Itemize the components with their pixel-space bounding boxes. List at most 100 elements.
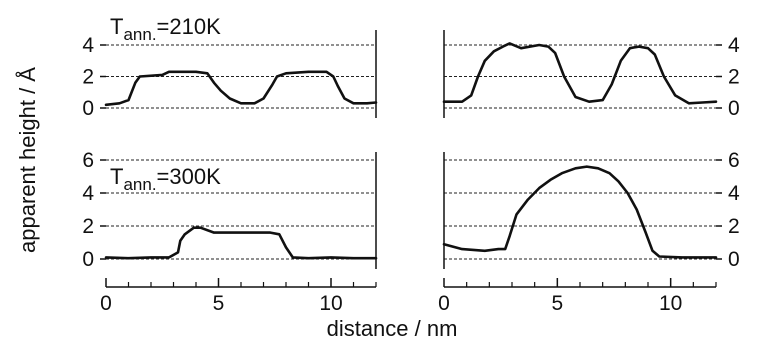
data-point-20 — [647, 47, 649, 49]
data-point-11 — [574, 167, 577, 170]
data-point-1 — [461, 248, 463, 250]
data-point-21 — [654, 53, 656, 56]
data-point-13 — [574, 96, 577, 98]
x-tick-label-0: 0 — [438, 292, 450, 315]
panel-label-sub: ann. — [123, 175, 156, 194]
y-tick-label-0: 0 — [728, 248, 740, 271]
data-point-18 — [644, 231, 647, 234]
data-point-19 — [375, 257, 377, 260]
data-point-17 — [620, 60, 622, 62]
y-tick-label-2: 2 — [82, 66, 94, 89]
data-point-2 — [150, 256, 152, 259]
data-point-6 — [184, 233, 186, 236]
data-point-18 — [352, 257, 355, 260]
y-tick-label-4: 4 — [82, 182, 94, 205]
data-point-2 — [127, 99, 130, 101]
data-point-8 — [199, 226, 202, 229]
data-point-14 — [608, 172, 611, 174]
data-point-13 — [278, 233, 281, 236]
data-point-3 — [477, 75, 479, 78]
data-point-4 — [504, 248, 507, 250]
data-point-14 — [262, 97, 265, 100]
data-point-24 — [366, 102, 368, 105]
data-point-6 — [515, 213, 518, 216]
y-tick-label-6: 6 — [82, 149, 94, 172]
data-point-25 — [701, 101, 704, 104]
data-point-12 — [586, 165, 588, 168]
y-tick-label-4: 4 — [728, 34, 740, 57]
data-point-17 — [285, 72, 287, 75]
data-point-25 — [375, 101, 377, 104]
data-point-9 — [549, 179, 552, 181]
data-point-12 — [240, 102, 242, 105]
data-point-5 — [161, 74, 164, 76]
y-tick-label-2: 2 — [728, 215, 740, 238]
panel-label-rest: =210K — [157, 14, 222, 39]
y-tick-label-0: 0 — [728, 97, 740, 120]
y-tick-label-0: 0 — [82, 248, 94, 271]
data-point-8 — [538, 187, 540, 189]
data-point-14 — [285, 246, 287, 249]
data-point-0 — [443, 243, 445, 245]
data-point-6 — [168, 71, 170, 73]
data-point-12 — [269, 231, 272, 234]
data-point-3 — [168, 256, 170, 259]
data-point-26 — [715, 100, 717, 103]
panel-label: Tann.=300K — [110, 164, 221, 194]
data-point-9 — [538, 44, 540, 46]
y-tick-label-0: 0 — [82, 97, 94, 120]
data-point-2 — [484, 250, 486, 252]
y-tick-label-2: 2 — [82, 215, 94, 238]
data-point-13 — [253, 102, 256, 105]
data-point-15 — [271, 83, 274, 86]
data-point-4 — [177, 251, 179, 254]
data-point-17 — [635, 208, 638, 211]
data-point-2 — [470, 94, 473, 97]
data-point-19 — [325, 71, 328, 73]
data-point-3 — [134, 82, 137, 84]
data-point-5 — [508, 235, 511, 237]
data-point-5 — [493, 50, 495, 53]
panel-label-main: T — [110, 164, 123, 189]
data-point-7 — [193, 226, 195, 229]
data-point-16 — [610, 83, 613, 86]
data-point-23 — [674, 94, 676, 97]
data-point-8 — [206, 72, 209, 75]
data-point-6 — [502, 45, 504, 48]
panel-label-rest: =300K — [157, 164, 222, 189]
data-point-14 — [588, 100, 590, 103]
panel-label: Tann.=210K — [110, 14, 221, 44]
data-point-10 — [547, 45, 550, 48]
data-point-4 — [484, 60, 486, 62]
data-point-1 — [118, 102, 121, 105]
data-point-1 — [461, 100, 463, 103]
data-point-18 — [307, 71, 310, 73]
panel-label-sub: ann. — [123, 25, 156, 44]
data-point-4 — [139, 75, 141, 78]
data-point-11 — [554, 52, 556, 54]
data-point-15 — [617, 180, 620, 183]
data-point-19 — [638, 45, 640, 48]
x-tick-label-10: 10 — [319, 292, 342, 315]
data-point-15 — [292, 256, 294, 259]
data-point-22 — [663, 75, 665, 78]
x-tick-label-0: 0 — [100, 292, 112, 315]
data-point-5 — [179, 240, 182, 242]
x-tick-label-10: 10 — [659, 292, 682, 315]
data-point-23 — [352, 102, 355, 105]
data-point-16 — [307, 257, 310, 260]
data-point-20 — [332, 75, 335, 78]
data-point-9 — [213, 231, 215, 234]
series-line — [442, 42, 718, 105]
data-point-0 — [105, 256, 107, 259]
data-point-16 — [626, 192, 629, 194]
series-line — [442, 165, 718, 259]
panel-label-main: T — [110, 14, 123, 39]
y-tick-label-2: 2 — [728, 66, 740, 89]
data-point-10 — [561, 172, 563, 174]
data-point-10 — [229, 231, 231, 234]
